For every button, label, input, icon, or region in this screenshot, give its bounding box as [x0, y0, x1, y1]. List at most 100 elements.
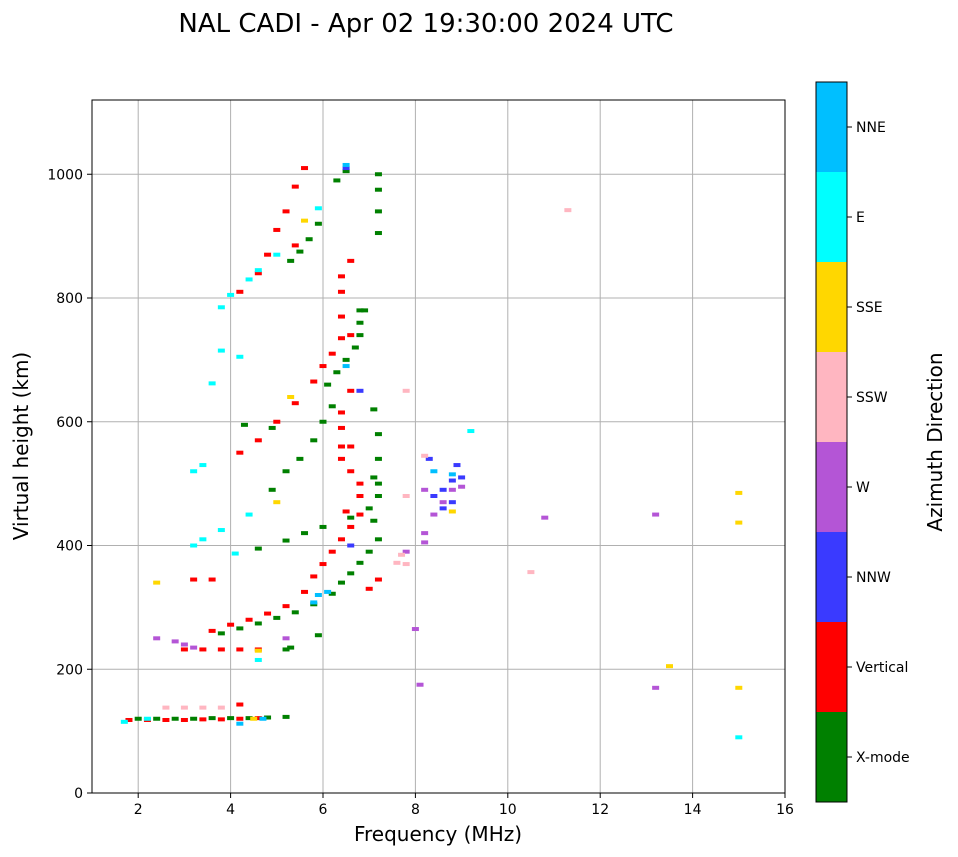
data-point: [162, 705, 170, 710]
y-tick-label: 200: [56, 662, 83, 678]
data-point: [347, 515, 355, 520]
data-points: [120, 162, 743, 740]
data-point: [347, 388, 355, 393]
data-point: [227, 622, 235, 627]
data-point: [347, 469, 355, 474]
data-point: [458, 484, 466, 489]
series-sse: [153, 218, 743, 721]
data-point: [337, 456, 345, 461]
data-point: [351, 345, 359, 350]
data-point: [208, 716, 216, 721]
data-point: [374, 172, 382, 177]
data-point: [282, 604, 290, 609]
x-tick-label: 12: [591, 802, 609, 818]
data-point: [735, 520, 743, 525]
data-point: [153, 716, 161, 721]
data-point: [333, 178, 341, 183]
colorbar-swatch: [816, 712, 847, 802]
data-point: [374, 187, 382, 192]
data-point: [374, 231, 382, 236]
data-point: [236, 289, 244, 294]
data-point: [328, 591, 336, 596]
x-tick-label: 2: [134, 802, 143, 818]
data-point: [439, 506, 447, 511]
data-point: [180, 705, 188, 710]
series-nne: [236, 162, 456, 726]
data-point: [245, 617, 253, 622]
data-point: [735, 490, 743, 495]
data-point: [250, 716, 258, 721]
data-point: [217, 717, 225, 722]
data-point: [268, 487, 276, 492]
data-point: [356, 333, 364, 338]
data-point: [254, 716, 262, 721]
data-point: [254, 648, 262, 653]
data-point: [227, 292, 235, 297]
data-point: [227, 716, 235, 721]
data-point: [301, 166, 309, 171]
data-point: [448, 472, 456, 477]
data-point: [282, 538, 290, 543]
data-point: [337, 336, 345, 341]
data-point: [282, 469, 290, 474]
data-point: [527, 570, 535, 575]
y-tick-label: 400: [56, 539, 83, 555]
data-point: [319, 524, 327, 529]
data-point: [365, 506, 373, 511]
chart-title: NAL CADI - Apr 02 19:30:00 2024 UTC: [178, 9, 673, 39]
series-x-mode: [134, 169, 382, 721]
data-point: [356, 560, 364, 565]
colorbar-label: NNW: [856, 570, 891, 586]
y-axis: 0 200 400 600 800 1000: [47, 167, 92, 802]
data-point: [282, 636, 290, 641]
data-point: [421, 531, 429, 536]
data-point: [416, 682, 424, 687]
colorbar-label: W: [856, 480, 870, 496]
data-point: [347, 444, 355, 449]
data-point: [190, 645, 198, 650]
data-point: [314, 593, 322, 597]
x-tick-label: 14: [684, 802, 702, 818]
data-point: [411, 627, 419, 632]
data-point: [199, 647, 207, 652]
grid: [92, 100, 786, 794]
data-point: [735, 685, 743, 690]
x-tick-label: 8: [411, 802, 420, 818]
colorbar-label: X-mode: [856, 750, 910, 766]
x-tick-label: 4: [226, 802, 235, 818]
y-tick-label: 1000: [47, 167, 83, 183]
data-point: [310, 379, 318, 384]
data-point: [264, 715, 272, 720]
data-point: [328, 404, 336, 409]
data-point: [356, 308, 364, 313]
data-point: [180, 717, 188, 722]
data-point: [319, 562, 327, 567]
data-point: [314, 206, 322, 211]
x-tick-label: 6: [319, 802, 328, 818]
data-point: [342, 169, 350, 174]
y-tick-label: 800: [56, 291, 83, 307]
data-point: [120, 719, 128, 724]
series-ssw: [162, 208, 572, 710]
data-point: [374, 577, 382, 582]
data-point: [430, 512, 438, 517]
data-point: [254, 621, 262, 626]
data-point: [356, 320, 364, 325]
data-point: [291, 184, 299, 189]
data-point: [301, 531, 309, 536]
data-point: [324, 382, 332, 387]
data-point: [236, 626, 244, 631]
data-point: [236, 702, 244, 707]
data-point: [171, 639, 179, 644]
data-point: [342, 364, 350, 369]
data-point: [448, 478, 456, 483]
data-point: [245, 277, 253, 282]
x-axis: 2 4 6 8 10 12 14 16: [134, 793, 794, 818]
data-point: [273, 419, 281, 424]
data-point: [217, 305, 225, 310]
data-point: [310, 574, 318, 579]
data-point: [439, 500, 447, 505]
colorbar-frame: [815, 81, 848, 803]
data-point: [652, 685, 660, 690]
data-point: [342, 162, 350, 167]
